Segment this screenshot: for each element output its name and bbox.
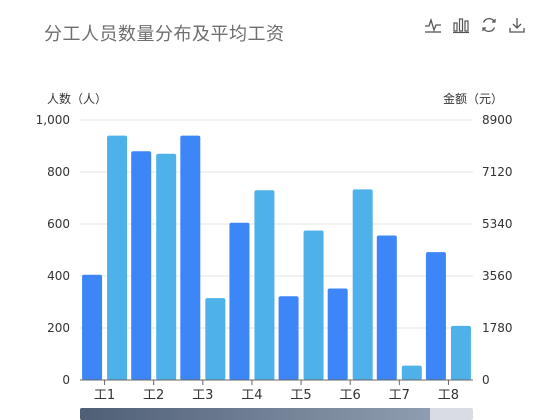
- right-tick-label: 3560: [482, 269, 513, 283]
- left-tick-label: 200: [47, 321, 70, 335]
- right-tick-label: 8900: [482, 113, 513, 127]
- bar-headcount[interactable]: [425, 252, 446, 380]
- bar-salary[interactable]: [254, 190, 275, 380]
- x-tick-label: 工7: [389, 388, 410, 403]
- x-tick-label: 工1: [94, 388, 115, 403]
- x-tick-label: 工3: [192, 388, 213, 403]
- left-tick-label: 0: [62, 373, 70, 387]
- x-tick-label: 工2: [143, 388, 164, 403]
- right-axis-title: 金额（元）: [443, 91, 503, 106]
- bar-headcount[interactable]: [180, 135, 201, 380]
- x-tick-label: 工4: [241, 388, 262, 403]
- bar-salary[interactable]: [450, 325, 471, 380]
- line-chart-icon[interactable]: [422, 14, 444, 36]
- left-tick-label: 1,000: [36, 113, 70, 127]
- download-icon[interactable]: [506, 14, 528, 36]
- right-tick-label: 1780: [482, 321, 513, 335]
- bar-salary[interactable]: [352, 189, 373, 380]
- bar-salary[interactable]: [107, 135, 128, 380]
- bar-headcount[interactable]: [376, 235, 397, 380]
- bar-salary[interactable]: [205, 298, 226, 380]
- chart-title: 分工人员数量分布及平均工资: [44, 24, 285, 45]
- left-tick-label: 400: [47, 269, 70, 283]
- x-tick-label: 工5: [290, 388, 311, 403]
- bars-group: [82, 135, 471, 380]
- right-tick-label: 5340: [482, 217, 513, 231]
- axes-group: 0 0 200 1780 400 3560 600 5340 800 7120 1,000 8900 工…: [36, 113, 513, 403]
- bar-salary[interactable]: [156, 153, 177, 380]
- bar-salary[interactable]: [401, 365, 422, 380]
- bar-headcount[interactable]: [131, 151, 152, 380]
- bar-salary[interactable]: [303, 230, 324, 380]
- left-axis-title: 人数（人）: [47, 91, 107, 106]
- data-zoom-range[interactable]: [80, 408, 430, 420]
- right-tick-label: 7120: [482, 165, 513, 179]
- bar-chart-icon[interactable]: [450, 14, 472, 36]
- left-tick-label: 600: [47, 217, 70, 231]
- left-tick-label: 800: [47, 165, 70, 179]
- x-tick-label: 工8: [438, 388, 459, 403]
- refresh-icon[interactable]: [478, 14, 500, 36]
- bar-headcount[interactable]: [278, 296, 299, 380]
- data-zoom-slider[interactable]: [80, 408, 473, 420]
- x-tick-label: 工6: [340, 388, 361, 403]
- bar-headcount[interactable]: [229, 222, 250, 380]
- chart-toolbar: [422, 14, 528, 36]
- bar-headcount[interactable]: [82, 274, 103, 380]
- right-tick-label: 0: [482, 373, 490, 387]
- bar-headcount[interactable]: [327, 288, 348, 380]
- bar-chart: 人数（人） 金额（元） 0 0 200 1780 400 3560 600 5340 800 71…: [36, 91, 513, 403]
